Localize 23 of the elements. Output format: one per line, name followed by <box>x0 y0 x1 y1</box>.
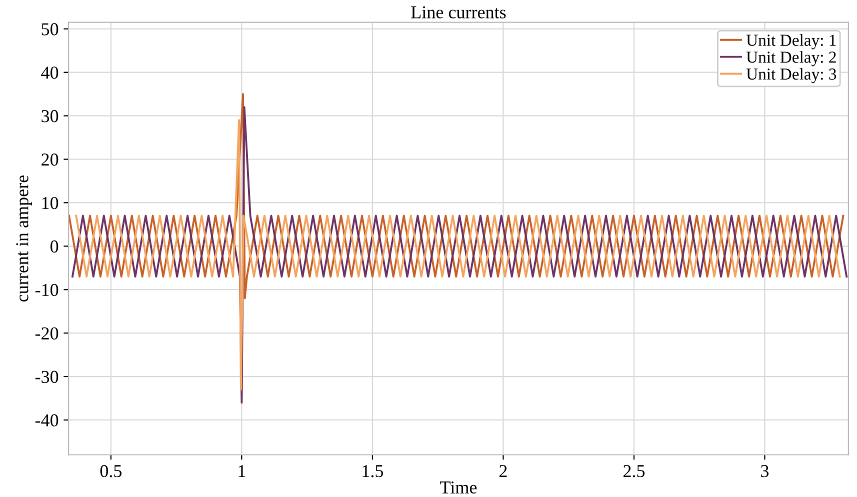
y-tick-label: 50 <box>42 23 58 36</box>
y-tick-label: -20 <box>35 327 58 340</box>
y-tick-label: 10 <box>42 196 58 210</box>
y-axis-title: current in ampere <box>16 176 32 302</box>
y-tick-label: 20 <box>42 154 58 166</box>
x-tick-label: 2 <box>499 465 507 478</box>
line-series <box>68 93 844 300</box>
legend-label: Unit Delay: 2 <box>746 51 836 66</box>
x-tick-label: 1 <box>238 465 246 478</box>
legend-label: Unit Delay: 3 <box>746 68 836 84</box>
y-tick-label: -30 <box>35 370 58 383</box>
y-tick-label: 40 <box>41 66 58 79</box>
chart-title: Line currents <box>411 6 506 18</box>
legend-label: Unit Delay: 1 <box>746 34 836 50</box>
y-tick-label: 0 <box>50 240 58 253</box>
x-tick-label: 2.5 <box>623 465 645 478</box>
y-tick-label: -10 <box>35 284 58 296</box>
x-tick-label: 3 <box>761 465 769 478</box>
x-axis-title: Time <box>440 481 477 494</box>
x-tick-label: 0.5 <box>100 465 122 478</box>
y-tick-label: -40 <box>35 414 58 426</box>
x-tick-label: 1.5 <box>362 465 384 478</box>
y-tick-label: 30 <box>42 110 58 122</box>
